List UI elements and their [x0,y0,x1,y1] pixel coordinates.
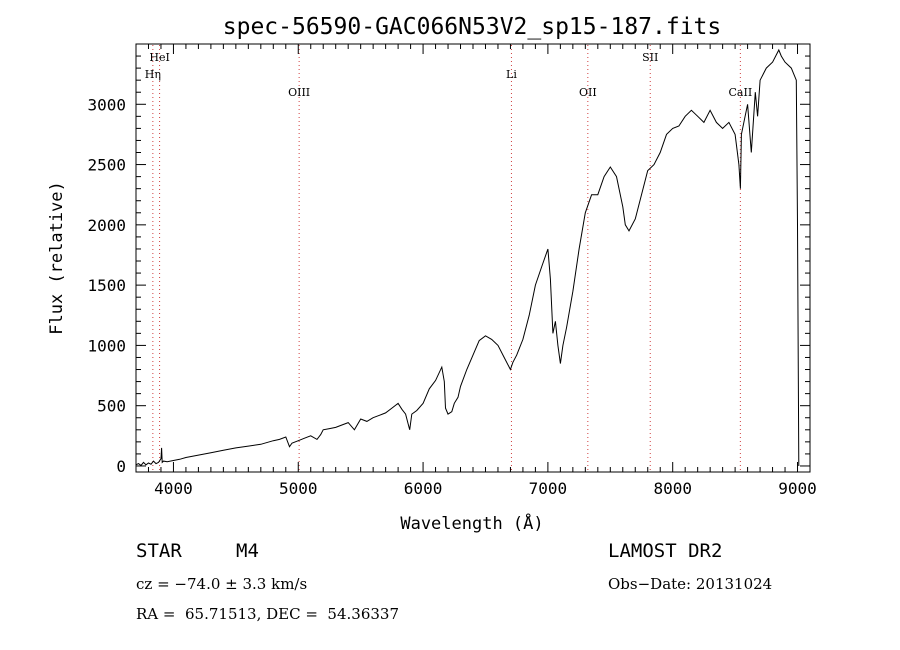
spectral-line-label: Li [506,68,517,81]
y-tick-label: 2500 [87,156,126,175]
spectral-line-label: SII [642,51,658,64]
y-tick-label: 1500 [87,276,126,295]
y-tick-label: 500 [97,397,126,416]
x-tick-label: 8000 [653,479,692,498]
redshift-text: cz = −74.0 ± 3.3 km/s [136,575,308,593]
chart-title: spec-56590-GAC066N53V2_sp15-187.fits [223,14,722,40]
spectral-line-label: OIII [288,86,310,99]
spectral-line-label: Hη [145,68,161,81]
spectral-line-label: OII [579,86,597,99]
spectral-line-label: CaII [729,86,753,99]
object-subclass: M4 [236,540,259,562]
x-tick-label: 9000 [778,479,817,498]
y-tick-label: 2000 [87,216,126,235]
coordinates-text: RA = 65.71513, DEC = 54.36337 [136,605,400,623]
x-tick-label: 4000 [154,479,193,498]
observation-date: Obs−Date: 20131024 [608,575,773,593]
y-axis-label: Flux (relative) [47,181,67,335]
survey-name: LAMOST DR2 [608,540,723,562]
spectral-line-label: HeI [149,51,169,64]
axis-ticks-layer: 4000 5000 6000 7000 8000 9000 0 500 1000 1500 2000… [87,44,817,498]
y-tick-label: 1000 [87,336,126,355]
spectrum-series-line [135,48,800,467]
plot-frame [135,43,811,473]
x-axis-label: Wavelength (Å) [400,512,543,534]
y-tick-label: 0 [116,457,126,476]
emission-lines-layer: HeI Hη OIII Li OII SII CaII [145,45,752,471]
object-class: STAR [136,540,182,562]
x-tick-label: 5000 [279,479,318,498]
x-tick-label: 7000 [529,479,568,498]
y-tick-label: 3000 [87,95,126,114]
x-tick-label: 6000 [404,479,443,498]
